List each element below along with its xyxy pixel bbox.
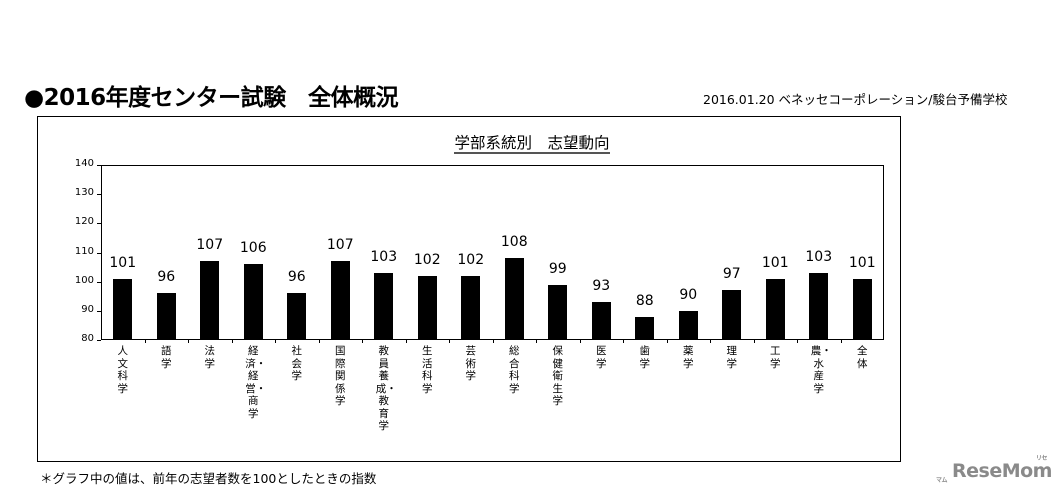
- x-tick-mark: [579, 339, 581, 343]
- x-tick-mark: [231, 339, 233, 343]
- x-tick-mark: [536, 339, 537, 343]
- bar-value-label: 108: [500, 234, 528, 251]
- bar: [374, 272, 394, 340]
- bar-value-label: 101: [848, 254, 876, 271]
- y-tick-label: 130: [74, 187, 94, 199]
- bar: [287, 293, 307, 340]
- y-tick-mark: [97, 165, 101, 166]
- chart-frame: [37, 116, 901, 462]
- y-tick-label: 90: [81, 303, 94, 315]
- bar: [678, 310, 698, 340]
- bar-value-label: 103: [370, 248, 398, 265]
- bar-value-label: 102: [457, 251, 485, 268]
- x-tick-mark: [710, 339, 711, 343]
- bar: [591, 302, 611, 340]
- bar: [809, 272, 829, 340]
- bar: [243, 264, 263, 340]
- x-category-label: 保健衛生学: [552, 345, 564, 407]
- x-tick-mark: [275, 339, 276, 343]
- x-category-label: 工学: [770, 345, 781, 370]
- bar-value-label: 101: [761, 254, 789, 271]
- bar-value-label: 96: [287, 269, 306, 286]
- x-category-label: 農・水産学: [810, 345, 832, 395]
- y-tick-mark: [97, 194, 101, 196]
- bar-value-label: 103: [805, 248, 833, 265]
- x-category-label: 人文科学: [117, 345, 129, 395]
- page-title: ●2016年度センター試験 全体概況: [24, 85, 399, 111]
- y-tick-mark: [97, 340, 101, 341]
- resemom-logo: ReseMomリセマム: [936, 454, 1052, 484]
- y-tick-mark: [97, 281, 101, 283]
- x-category-label: 語学: [161, 345, 172, 370]
- x-category-label: 全体: [857, 345, 868, 370]
- x-category-label: 生活科学: [422, 345, 433, 395]
- y-tick-label: 100: [74, 274, 94, 286]
- y-tick-mark: [97, 252, 101, 254]
- y-tick-label: 120: [74, 216, 94, 228]
- x-category-label: 医学: [596, 345, 607, 370]
- x-category-label: 薬学: [683, 345, 694, 370]
- x-tick-mark: [405, 339, 407, 343]
- x-tick-mark: [753, 339, 755, 343]
- bar-value-label: 107: [196, 237, 224, 254]
- x-tick-mark: [840, 339, 842, 343]
- y-tick-label: 110: [74, 245, 94, 257]
- bar-value-label: 90: [679, 286, 698, 303]
- chart-title: 学部系統別 志望動向: [454, 134, 610, 154]
- x-category-label: 芸術学: [465, 345, 477, 382]
- x-category-label: 法学: [204, 345, 216, 370]
- x-tick-mark: [318, 339, 320, 343]
- source-credit: 2016.01.20 ベネッセコーポレーション/駿台予備学校: [703, 92, 1008, 107]
- footnote: ＊グラフ中の値は、前年の志望者数を100としたときの指数: [40, 471, 377, 486]
- bar: [548, 284, 568, 340]
- bar: [504, 258, 524, 340]
- bar: [765, 278, 785, 340]
- x-tick-mark: [623, 339, 624, 343]
- bar: [722, 290, 742, 340]
- bar-value-label: 96: [157, 269, 176, 286]
- x-tick-mark: [492, 339, 494, 343]
- bar: [113, 278, 133, 340]
- x-category-label: 歯学: [639, 345, 651, 370]
- x-category-label: 社会学: [291, 345, 303, 382]
- bar: [461, 275, 481, 340]
- x-tick-mark: [144, 339, 146, 343]
- bar-value-label: 106: [239, 240, 267, 257]
- x-tick-mark: [666, 339, 668, 343]
- x-tick-mark: [188, 339, 189, 343]
- x-category-label: 理学: [726, 345, 738, 370]
- bar: [852, 278, 872, 340]
- bar-value-label: 102: [413, 251, 441, 268]
- bar-value-label: 93: [592, 278, 611, 295]
- bar-value-label: 99: [548, 260, 567, 277]
- bar: [200, 261, 220, 340]
- bar: [156, 293, 176, 340]
- x-tick-mark: [362, 339, 363, 343]
- bar: [330, 261, 350, 340]
- x-category-label: 総合科学: [509, 345, 520, 395]
- x-category-label: 教員養成・教育学: [375, 345, 397, 432]
- bar-value-label: 88: [635, 292, 654, 309]
- x-tick-mark: [449, 339, 450, 343]
- bar-value-label: 97: [722, 266, 741, 283]
- x-category-label: 経済・経営・商学: [245, 345, 267, 420]
- y-tick-mark: [97, 310, 101, 312]
- bar: [635, 316, 655, 340]
- y-tick-label: 80: [81, 333, 94, 344]
- y-tick-mark: [97, 223, 101, 225]
- bar: [417, 275, 437, 340]
- y-tick-label: 140: [74, 158, 94, 169]
- bar-value-label: 101: [109, 254, 137, 271]
- bar-value-label: 107: [326, 237, 354, 254]
- x-tick-mark: [797, 339, 798, 343]
- x-category-label: 国際関係学: [335, 345, 346, 407]
